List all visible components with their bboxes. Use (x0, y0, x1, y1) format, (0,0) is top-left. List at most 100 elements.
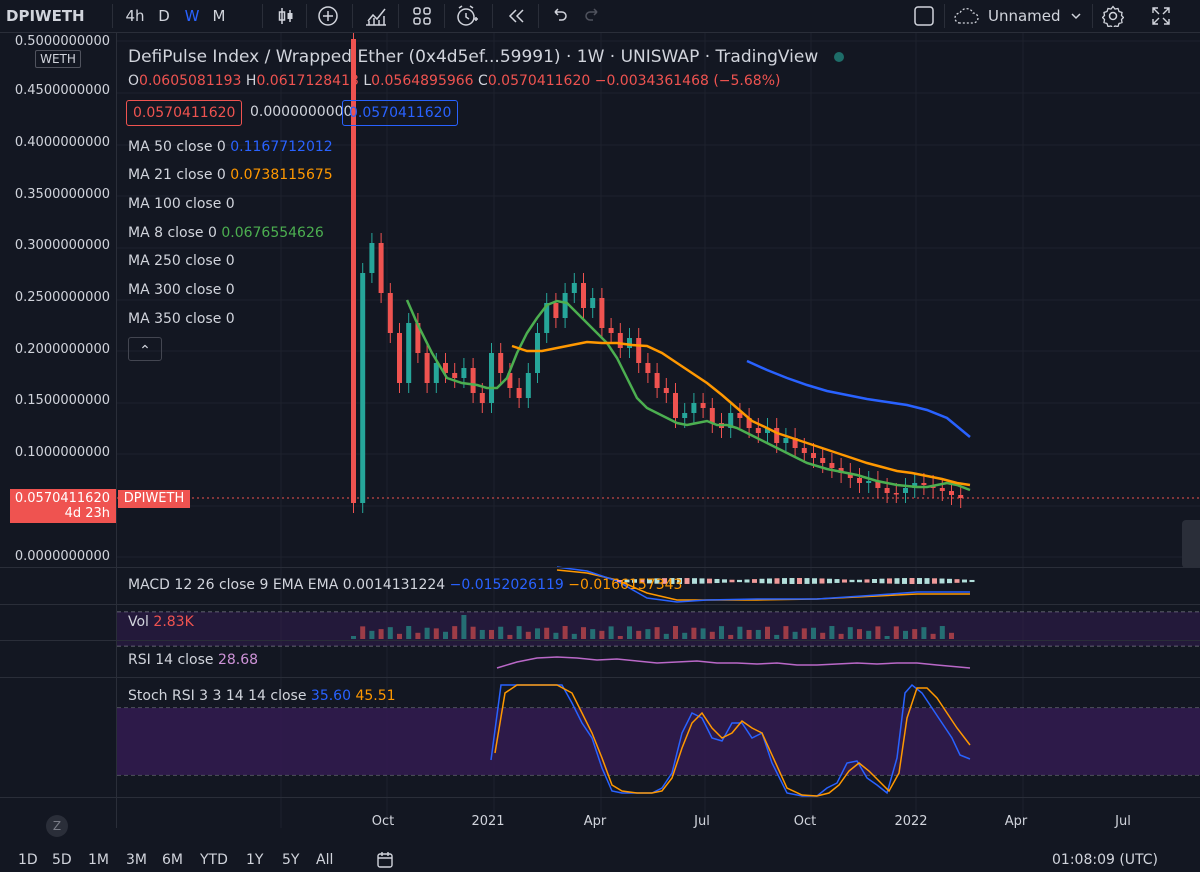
market-status-dot (833, 52, 844, 62)
last-price-label: 0.0570411620 4d 23h (10, 489, 116, 523)
indicator-ma300[interactable]: MA 300 close 0 (128, 282, 235, 298)
macd-histogram-bar (632, 579, 637, 583)
rsi-legend[interactable]: RSI 14 close 28.68 (128, 652, 259, 668)
layout-name[interactable]: Unnamed (988, 7, 1061, 25)
divider (398, 4, 399, 28)
candle-body (847, 473, 853, 478)
volume-bar (700, 628, 706, 639)
symbol-search-button[interactable]: DPIWETH (6, 7, 85, 25)
range-1m-button[interactable]: 1M (88, 852, 109, 868)
cloud-icon[interactable] (952, 0, 982, 32)
candle-body (838, 468, 844, 473)
candle-body (387, 293, 393, 333)
collapse-legend-button[interactable]: ⌃ (128, 337, 162, 361)
redo-icon[interactable] (580, 0, 606, 32)
indicators-icon[interactable] (362, 0, 390, 32)
volume-bar (443, 631, 448, 639)
candle-body (884, 488, 890, 493)
candle-body (415, 323, 421, 353)
candle-body (728, 413, 734, 428)
candle-body (553, 303, 559, 318)
price-tick: 0.0000000000 (14, 549, 110, 564)
candle-body (599, 298, 605, 328)
candles-chart-type-icon[interactable] (272, 0, 300, 32)
volume-bar (829, 626, 835, 639)
fullscreen-expand-icon[interactable] (1146, 0, 1176, 32)
auto-scale-z-button[interactable]: Z (46, 815, 68, 837)
volume-bar (369, 630, 375, 639)
volume-bar (535, 628, 540, 639)
range-1d-button[interactable]: 1D (18, 852, 38, 868)
macd-histogram-bar (804, 578, 810, 584)
volume-bar (452, 626, 458, 639)
volume-bar (553, 632, 559, 639)
chart-canvas[interactable] (117, 33, 1200, 828)
interval-4h-button[interactable]: 4h (125, 7, 145, 25)
fullscreen-square-icon[interactable] (910, 0, 938, 32)
interval-d-button[interactable]: D (158, 7, 170, 25)
indicator-ma100[interactable]: MA 100 close 0 (128, 196, 235, 212)
indicator-ma250[interactable]: MA 250 close 0 (128, 253, 235, 269)
indicator-ma8[interactable]: MA 8 close 0 0.0676554626 (128, 225, 324, 241)
time-tick: Apr (583, 814, 607, 829)
sell-price-box[interactable]: 0.0570411620 (126, 100, 243, 126)
candle-body (489, 353, 494, 403)
interval-m-button[interactable]: M (212, 7, 226, 25)
volume-bar (479, 629, 485, 639)
indicator-ma50[interactable]: MA 50 close 0 0.1167712012 (128, 139, 333, 155)
ma50-line (746, 359, 971, 438)
range-ytd-button[interactable]: YTD (200, 852, 228, 868)
macd-histogram-bar (789, 578, 795, 584)
volume-bar (636, 630, 642, 639)
compare-add-symbol-icon[interactable] (314, 0, 342, 32)
utc-clock[interactable]: 01:08:09 (UTC) (1052, 852, 1159, 868)
volume-bar (461, 615, 467, 639)
stoch-k-line (490, 683, 971, 797)
macd-histogram-bar (932, 578, 937, 584)
symbol-description[interactable]: DefiPulse Index / Wrapped Ether (0x4d5ef… (128, 47, 819, 67)
volume-bar (360, 626, 366, 639)
volume-bar (571, 633, 577, 639)
indicator-ma350[interactable]: MA 350 close 0 (128, 311, 235, 327)
buy-price-box[interactable]: 0.0570411620 (342, 100, 459, 126)
macd-histogram-bar (714, 578, 720, 584)
price-tick: 0.2000000000 (14, 342, 110, 357)
candle-body (433, 363, 439, 383)
bar-replay-icon[interactable] (502, 0, 530, 32)
volume-bar (498, 626, 504, 639)
range-1y-button[interactable]: 1Y (246, 852, 264, 868)
pane-divider[interactable] (0, 567, 1200, 568)
volume-legend[interactable]: Vol 2.83K (128, 614, 194, 630)
range-5d-button[interactable]: 5D (52, 852, 72, 868)
range-all-button[interactable]: All (316, 852, 334, 868)
calendar-icon[interactable] (376, 850, 394, 872)
stoch-rsi-legend[interactable]: Stoch RSI 3 3 14 14 close 35.60 45.51 (128, 688, 396, 704)
undo-icon[interactable] (546, 0, 572, 32)
macd-histogram-bar (909, 578, 915, 584)
price-axis[interactable]: 0.5000000000 WETH 0.4500000000 0.4000000… (0, 33, 117, 837)
range-5y-button[interactable]: 5Y (282, 852, 300, 868)
divider (306, 4, 307, 28)
pane-divider[interactable] (0, 640, 1200, 641)
pane-divider[interactable] (0, 677, 1200, 678)
volume-bar (820, 632, 826, 639)
top-toolbar: DPIWETH 4h D W M Unnamed (0, 0, 1200, 33)
gear-icon[interactable] (1098, 0, 1128, 32)
pane-divider[interactable] (0, 604, 1200, 605)
drag-handle[interactable] (1182, 520, 1200, 568)
alert-clock-icon[interactable] (452, 0, 482, 32)
candle-body (663, 388, 669, 393)
candle-body (801, 448, 807, 453)
macd-legend[interactable]: MACD 12 26 close 9 EMA EMA 0.0014131224 … (128, 577, 683, 593)
volume-bar (525, 631, 531, 639)
chevron-down-icon[interactable] (1068, 0, 1084, 32)
volume-bar (663, 633, 669, 639)
candle-body (903, 488, 908, 493)
range-3m-button[interactable]: 3M (126, 852, 147, 868)
indicator-ma21[interactable]: MA 21 close 0 0.0738115675 (128, 167, 333, 183)
templates-grid-icon[interactable] (408, 0, 436, 32)
chart-title: DefiPulse Index / Wrapped Ether (0x4d5ef… (128, 47, 844, 67)
macd-histogram-bar (819, 578, 825, 584)
interval-w-button[interactable]: W (184, 7, 200, 25)
range-6m-button[interactable]: 6M (162, 852, 183, 868)
